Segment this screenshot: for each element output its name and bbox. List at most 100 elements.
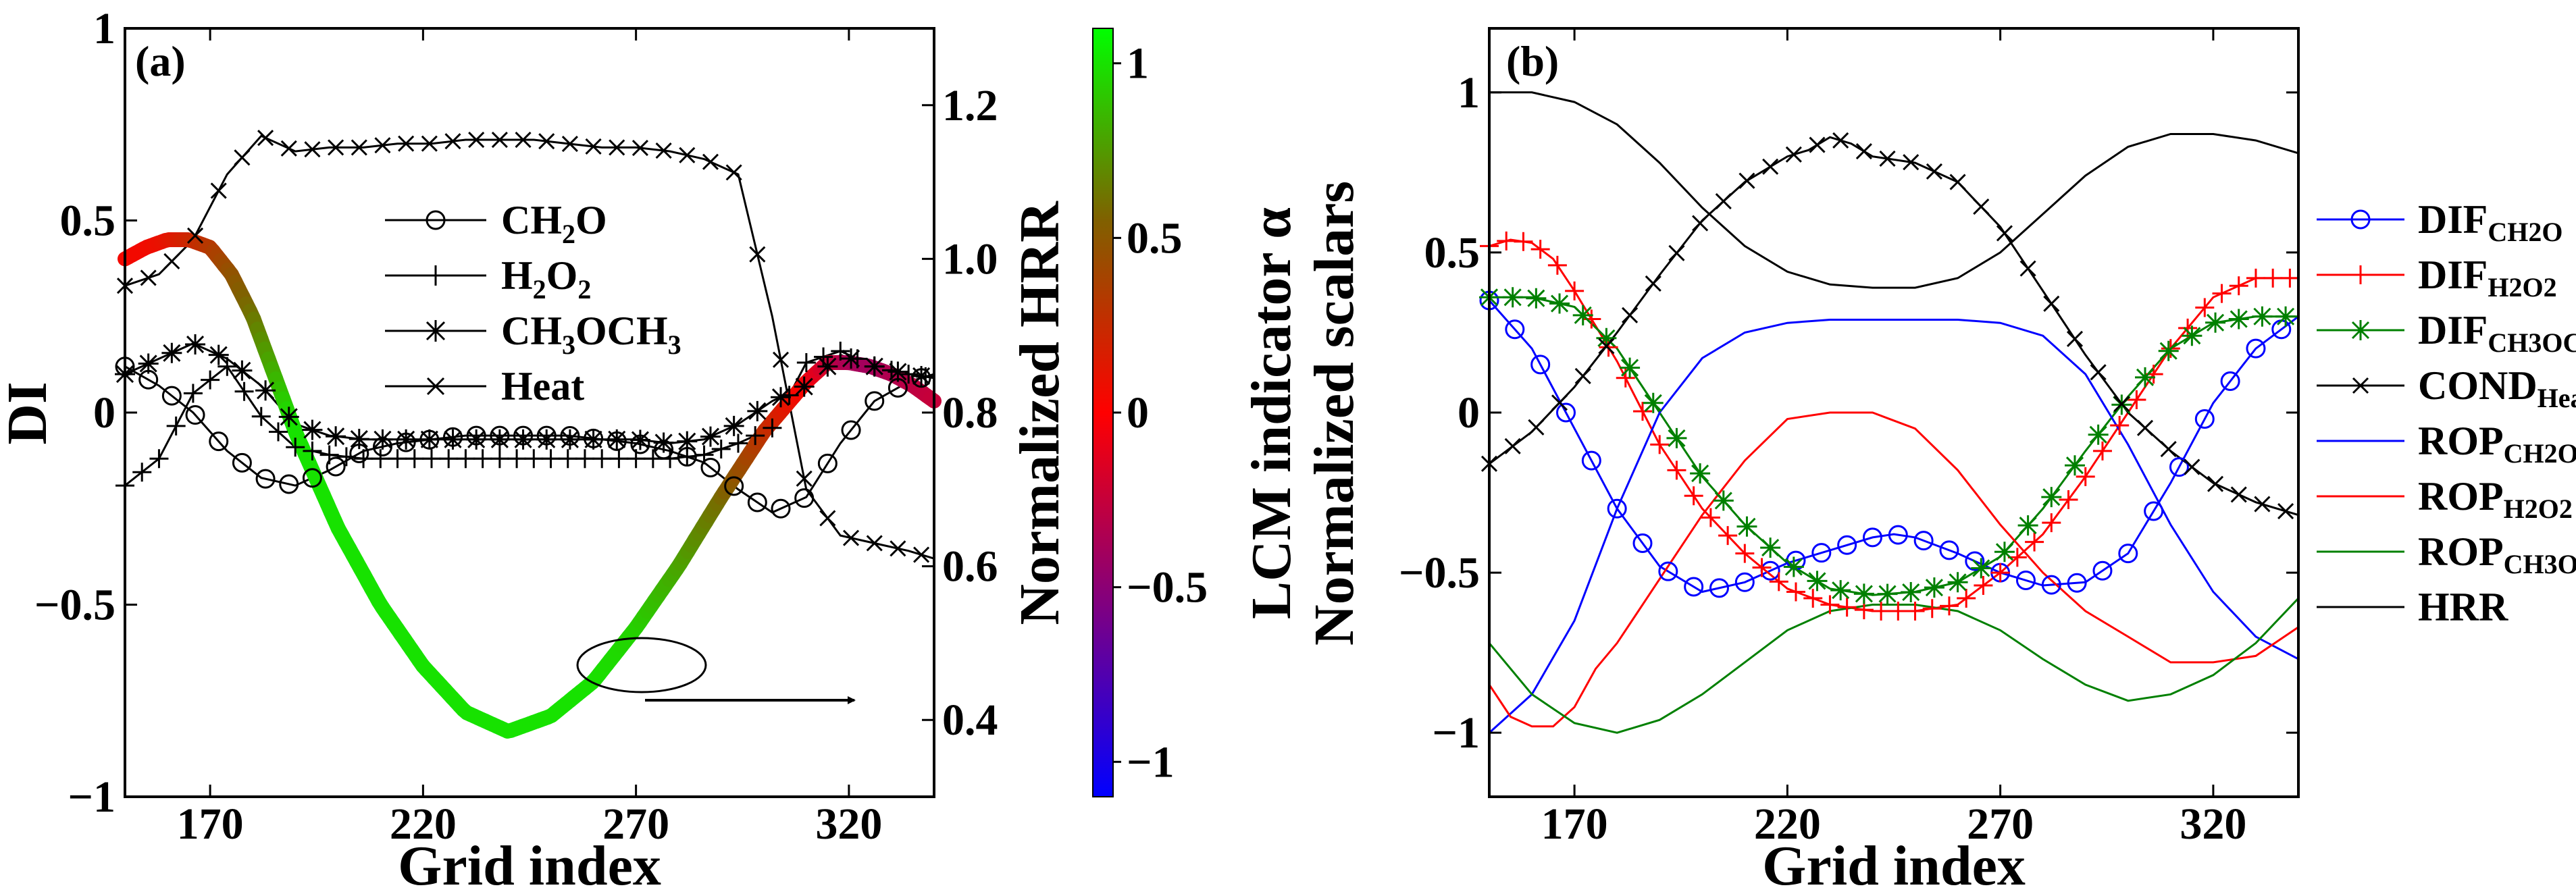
marker-dif-h2o2 [2229,276,2248,296]
panel-a-frame [124,27,935,798]
colorbar-ticks: 1 0.5 0 −0.5 −1 [1113,39,1208,787]
marker-ch3och3 [513,429,534,450]
marker-h2o2 [132,463,152,482]
marker-h2o2 [473,449,492,469]
marker-cond-heat [2160,440,2177,458]
marker-cond-heat [1528,419,1545,436]
legend-item-cond-heat: CONDHeat [2317,363,2576,413]
legend-label-dif-ch2o: DIFCH2O [2418,197,2562,247]
marker-cond-heat [1692,215,1709,232]
marker-cond-heat [2113,396,2130,413]
marker-dif-ch2o [2092,560,2113,581]
marker-dif-h2o2 [2263,268,2283,288]
marker-dif-h2o2 [1786,582,1805,602]
marker-heat [140,269,157,286]
marker-ch2o [302,468,322,488]
marker-dif-ch3och3 [2228,309,2249,330]
marker-h2o2 [746,426,765,446]
marker-heat [842,529,860,546]
marker-dif-h2o2 [1735,544,1755,563]
marker-h2o2 [541,449,561,469]
series-line-rop-ch3och3 [1488,597,2300,734]
y2-tick-label: 0.8 [942,388,998,438]
marker-h2o2 [796,353,816,373]
marker-dif-h2o2 [1718,526,1738,546]
marker-dif-ch3och3 [1596,327,1617,348]
panel-b-frame [1488,27,2300,798]
colorbar-tick-label: 0 [1127,388,1149,438]
legend-label-heat: Heat [501,364,584,409]
marker-ch3och3 [700,426,721,447]
marker-dif-ch3och3 [1924,577,1944,598]
marker-h2o2 [643,449,663,469]
y2-tick-label: 0.4 [942,695,998,745]
marker-h2o2 [831,341,850,361]
legend-marker [2350,320,2371,340]
marker-heat [609,139,625,156]
marker-dif-ch3och3 [1971,558,1992,579]
marker-ch2o [771,498,791,519]
colorbar-tick-label: −0.5 [1127,563,1208,612]
marker-ch3och3 [864,356,885,377]
marker-ch2o [700,457,721,477]
marker-ch3och3 [583,429,604,450]
marker-dif-h2o2 [1769,572,1788,591]
marker-dif-h2o2 [1565,281,1585,300]
y-tick-label: −0.5 [1399,548,1480,598]
marker-h2o2 [592,449,612,469]
marker-dif-h2o2 [1497,231,1516,251]
legend-label-cond-heat: CONDHeat [2418,363,2576,413]
marker-dif-h2o2 [1990,563,2010,583]
legend-item-ch3och3: CH3OCH3 [385,309,681,360]
marker-dif-h2o2 [2076,467,2095,486]
panel-a-ticks: 170 220 270 320 −1 −0.5 0 0.5 1 0.4 0.6 0.8 1.0 1.2 [34,4,998,849]
panel-b-markers [1479,132,2300,621]
marker-cond-heat [2230,486,2247,503]
marker-dif-ch2o [1888,525,1908,545]
series-line-rop-h2o2 [1488,411,2299,728]
marker-dif-h2o2 [1752,558,1772,577]
marker-heat [257,130,274,147]
marker-ch3och3 [326,426,346,447]
marker-heat [328,139,344,156]
marker-cond-heat [1622,307,1639,323]
marker-cond-heat [2207,475,2224,492]
colorbar-tick-label: 1 [1127,39,1149,88]
marker-dif-ch2o [2220,371,2240,392]
marker-ch3och3 [396,429,417,450]
marker-heat [234,149,251,166]
marker-heat [304,141,321,158]
legend-label-rop-ch3och3: ROPCH3OCH3 [2418,529,2576,579]
marker-dif-h2o2 [1939,596,1959,616]
marker-heat [585,138,602,155]
panel-a-xlabel: Grid index [398,835,661,894]
marker-dif-h2o2 [1957,589,1976,608]
marker-dif-h2o2 [1530,240,1550,259]
marker-dif-ch2o [2067,573,2087,593]
marker-dif-ch2o [2246,338,2266,359]
marker-dif-ch3och3 [2158,340,2179,361]
legend-label-rop-ch2o: ROPCH2O [2418,419,2576,469]
y-tick-label: 0 [93,388,115,438]
marker-dif-ch2o [2144,501,2164,521]
marker-ch3och3 [232,360,253,381]
marker-dif-h2o2 [2110,415,2130,435]
marker-ch3och3 [794,376,815,397]
x-tick-label: 170 [1541,799,1608,849]
colorbar-gradient [1092,28,1114,797]
legend-label-rop-h2o2: ROPH2O2 [2418,474,2573,524]
marker-ch3och3 [442,429,463,450]
marker-ch3och3 [302,419,323,440]
marker-dif-ch3och3 [1877,583,1898,604]
marker-ch3och3 [536,429,557,450]
marker-h2o2 [286,438,305,457]
x-tick-label: 270 [602,799,669,849]
marker-dif-h2o2 [2025,532,2044,552]
marker-h2o2 [524,449,544,469]
x-tick-label: 220 [1754,799,1821,849]
marker-h2o2 [183,384,203,403]
marker-h2o2 [234,382,254,401]
marker-ch3och3 [278,406,299,427]
marker-ch3och3 [372,429,393,450]
marker-heat [210,182,227,199]
